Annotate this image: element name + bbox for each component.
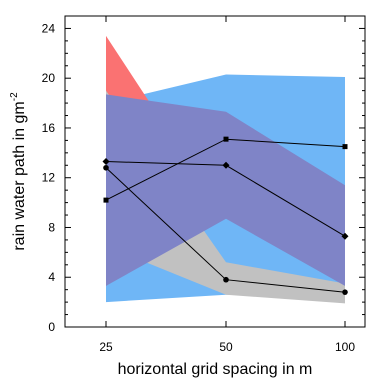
band-4 (106, 94, 345, 286)
y-tick-labels: 0 4 8 12 16 20 24 (42, 21, 56, 334)
x-tick-label-100: 100 (335, 340, 355, 354)
y-tick-label-16: 16 (42, 121, 56, 135)
y-tick-label-20: 20 (42, 71, 56, 85)
series-3-point-2 (223, 276, 229, 283)
series-markers (102, 136, 349, 295)
y-axis-title-main: rain water path in gm (11, 101, 28, 250)
x-tick-label-25: 25 (99, 340, 113, 354)
plot-frame (64, 15, 366, 328)
series-2-point-1 (102, 158, 110, 166)
x-tick-labels: 25 50 100 (99, 340, 355, 354)
y-tick-label-24: 24 (42, 21, 56, 35)
series-2-point-2 (222, 161, 230, 169)
axis-ticks (65, 15, 365, 328)
y-axis-title-superscript: -2 (9, 92, 20, 101)
series-3-point-3 (342, 289, 348, 295)
y-tick-label-8: 8 (48, 220, 55, 234)
y-tick-label-4: 4 (48, 270, 55, 284)
y-tick-label-0: 0 (48, 320, 55, 334)
series-3-point-1 (103, 164, 109, 171)
y-axis-title: rain water path in gm-2 (9, 92, 28, 251)
uncertainty-bands (106, 35, 345, 304)
x-tick-label-50: 50 (219, 340, 233, 354)
y-tick-label-12: 12 (42, 171, 56, 185)
series-1-point-2 (223, 136, 229, 142)
x-axis-title: horizontal grid spacing in m (118, 361, 313, 378)
series-1-point-3 (342, 144, 348, 150)
series-2-point-3 (341, 232, 349, 240)
series-1-point-1 (103, 197, 109, 203)
